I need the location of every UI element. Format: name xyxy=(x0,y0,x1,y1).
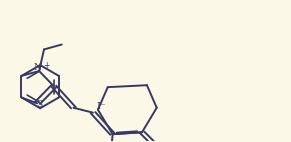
Text: +: + xyxy=(43,61,49,70)
Text: S: S xyxy=(36,100,42,109)
Text: I⁻: I⁻ xyxy=(96,102,106,111)
Text: N: N xyxy=(34,63,42,72)
